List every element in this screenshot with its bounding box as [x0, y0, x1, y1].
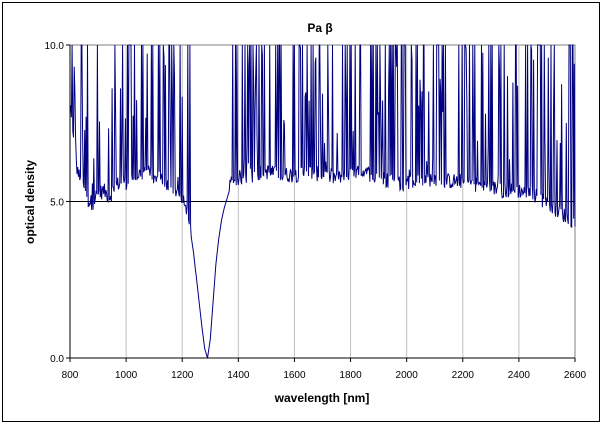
x-tick-label: 800 — [62, 370, 79, 381]
x-tick-label: 2200 — [452, 370, 475, 381]
y-tick-label: 10.0 — [45, 41, 65, 52]
x-tick-label: 1200 — [171, 370, 194, 381]
x-tick-label: 1600 — [283, 370, 306, 381]
x-tick-label: 2000 — [396, 370, 419, 381]
y-tick-label: 0.0 — [50, 354, 64, 365]
chart-title: Pa β — [307, 21, 332, 35]
y-axis-title: optical density — [23, 160, 37, 244]
series-group — [69, 44, 576, 359]
series-line — [69, 44, 576, 359]
x-tick-label: 1000 — [115, 370, 138, 381]
y-tick-labels: 0.0 5.0 10.0 — [45, 41, 70, 365]
x-tick-label: 2600 — [564, 370, 587, 381]
x-tick-labels: 800 1000 1200 1400 1600 1800 2000 2200 2400 2600 — [62, 358, 587, 381]
x-tick-label: 2400 — [508, 370, 531, 381]
x-tick-label: 1400 — [227, 370, 250, 381]
x-axis-title: wavelength [nm] — [274, 391, 370, 405]
y-tick-label: 5.0 — [50, 198, 64, 209]
x-tick-label: 1800 — [339, 370, 362, 381]
